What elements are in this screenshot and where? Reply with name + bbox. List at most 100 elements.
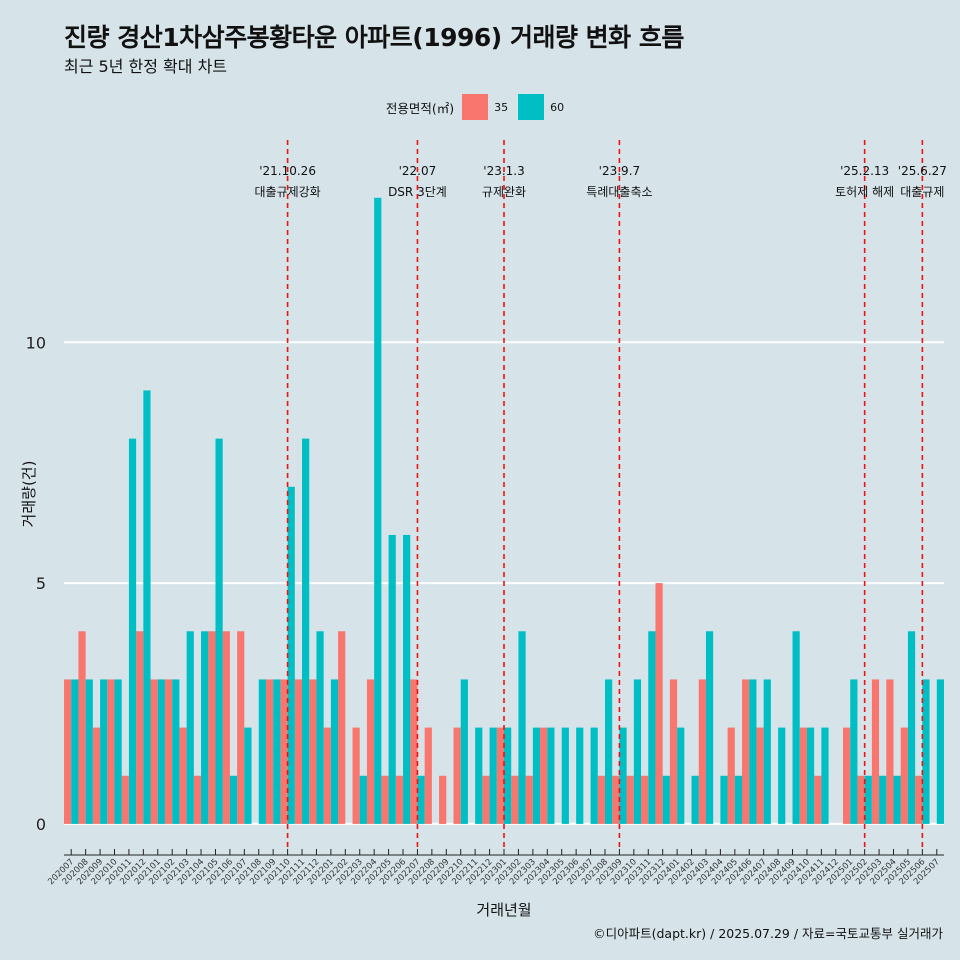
bar-35-202102 xyxy=(164,679,173,824)
bar-60-202406 xyxy=(749,679,757,824)
bar-60-202203 xyxy=(359,775,367,824)
bar-35-202208 xyxy=(424,727,432,824)
bar-35-202501 xyxy=(843,727,851,824)
bar-60-202505 xyxy=(907,631,916,824)
bar-35-202405 xyxy=(727,727,735,824)
bar-35-202503 xyxy=(871,679,880,824)
bar-35-202407 xyxy=(756,727,764,824)
event-label: DSR 3단계 xyxy=(388,185,447,199)
bar-35-202209 xyxy=(439,775,447,824)
bar-35-202101 xyxy=(150,679,158,824)
bar-35-202206 xyxy=(395,775,404,824)
bar-60-202411 xyxy=(821,727,829,824)
bar-35-202010 xyxy=(107,679,115,824)
bar-35-202411 xyxy=(814,775,822,824)
bar-60-202012 xyxy=(143,390,151,824)
bar-60-202404 xyxy=(720,775,728,824)
bar-35-202011 xyxy=(121,775,129,824)
event-label: 대출규제강화 xyxy=(254,185,320,199)
event-label: 규제완화 xyxy=(482,185,526,199)
bar-60-202409 xyxy=(792,631,800,824)
bar-60-202407 xyxy=(763,679,771,824)
bar-60-202503 xyxy=(879,775,887,824)
bar-60-202307 xyxy=(590,727,598,824)
event-date: '22.07 xyxy=(399,164,437,178)
bar-60-202501 xyxy=(850,679,858,824)
bar-35-202310 xyxy=(626,775,634,824)
bar-60-202312 xyxy=(662,775,670,824)
bar-35-202505 xyxy=(900,727,908,824)
bar-35-202201 xyxy=(323,727,331,824)
bar-35-202504 xyxy=(886,679,894,824)
bar-35-202112 xyxy=(309,679,317,824)
bar-35-202410 xyxy=(799,727,807,824)
bar-60-202007 xyxy=(71,679,79,824)
bar-60-202210 xyxy=(460,679,468,824)
event-label: 토허제 해제 xyxy=(835,185,894,199)
bar-35-202502 xyxy=(857,775,865,824)
x-axis-title: 거래년월 xyxy=(476,901,531,919)
chart-title: 진량 경산1차삼주봉황타운 아파트(1996) 거래량 변화 흐름 xyxy=(64,23,684,52)
bar-35-202205 xyxy=(381,775,389,824)
bar-35-202304 xyxy=(540,727,548,824)
bar-35-202105 xyxy=(208,631,216,824)
bar-35-202308 xyxy=(597,775,605,824)
bar-60-202302 xyxy=(518,631,526,824)
legend-key-60 xyxy=(518,94,545,120)
bar-35-202311 xyxy=(641,775,649,824)
bar-60-202104 xyxy=(201,631,209,824)
bar-60-202506 xyxy=(922,679,930,824)
bar-60-202201 xyxy=(330,679,339,824)
bar-35-202302 xyxy=(511,775,519,824)
bar-35-202106 xyxy=(222,631,230,824)
bar-35-202212 xyxy=(482,775,490,824)
bar-60-202301 xyxy=(504,727,512,824)
y-tick-label: 5 xyxy=(36,574,46,593)
bar-60-202205 xyxy=(388,534,396,824)
bar-60-202010 xyxy=(114,679,122,824)
bar-60-202304 xyxy=(547,727,555,824)
bar-60-202111 xyxy=(302,438,310,824)
y-tick-label: 10 xyxy=(26,333,46,352)
bar-35-202103 xyxy=(179,727,187,824)
caption: ©디아파트(dapt.kr) / 2025.07.29 / 자료=국토교통부 실… xyxy=(593,926,943,941)
bar-60-202110 xyxy=(287,486,295,824)
bar-60-202211 xyxy=(475,727,483,824)
bar-60-202106 xyxy=(229,775,238,824)
bar-35-202204 xyxy=(366,679,375,824)
bar-60-202101 xyxy=(157,679,165,824)
bar-35-202104 xyxy=(193,775,202,824)
bar-35-202401 xyxy=(669,679,678,824)
event-date: '23.1.3 xyxy=(483,164,524,178)
bar-35-202309 xyxy=(612,775,620,824)
bar-60-202206 xyxy=(403,534,411,824)
bar-60-202502 xyxy=(864,775,872,824)
bar-35-202312 xyxy=(655,583,663,824)
bar-35-202009 xyxy=(92,727,101,824)
bar-60-202212 xyxy=(489,727,497,824)
bar-60-202109 xyxy=(273,679,281,824)
bar-60-202108 xyxy=(258,679,266,824)
y-axis-title: 거래량(건) xyxy=(20,461,38,528)
event-date: '25.2.13 xyxy=(840,164,889,178)
bar-60-202504 xyxy=(893,775,901,824)
chart-subtitle: 최근 5년 한정 확대 차트 xyxy=(64,57,228,76)
event-date: '21.10.26 xyxy=(259,164,316,178)
bar-60-202009 xyxy=(100,679,108,824)
legend-label-35: 35 xyxy=(494,100,509,114)
bar-60-202008 xyxy=(85,679,93,824)
bar-35-202202 xyxy=(338,631,346,824)
bar-35-202210 xyxy=(453,727,461,824)
bar-60-202402 xyxy=(691,775,699,824)
y-tick-label: 0 xyxy=(36,815,46,834)
bar-35-202207 xyxy=(410,679,418,824)
legend-title: 전용면적(㎡) xyxy=(385,100,455,116)
bar-35-202301 xyxy=(496,727,504,824)
bar-60-202102 xyxy=(172,679,180,824)
bar-60-202311 xyxy=(648,631,656,824)
bar-60-202309 xyxy=(619,727,627,824)
bar-60-202103 xyxy=(186,631,194,824)
bar-35-202110 xyxy=(280,679,288,824)
bar-60-202310 xyxy=(633,679,642,824)
